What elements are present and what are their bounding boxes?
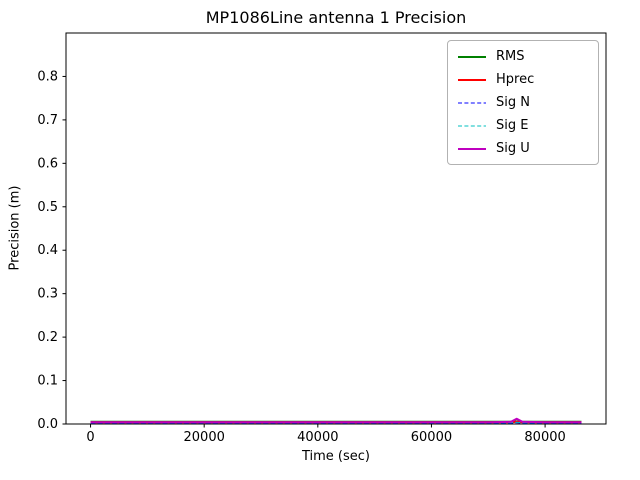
- legend-line-sample-sig-u: [458, 147, 486, 150]
- x-tick-label: 80000: [524, 430, 565, 445]
- legend-line-sample-hprec: [458, 78, 486, 81]
- y-axis-label: Precision (m): [7, 185, 23, 271]
- legend-entry-hprec: Hprec: [457, 72, 589, 87]
- x-tick-label: 60000: [411, 430, 452, 445]
- legend-label-sig-e: Sig E: [496, 118, 529, 133]
- x-axis-label: Time (sec): [301, 449, 370, 464]
- legend-entry-sig-e: Sig E: [457, 118, 589, 133]
- legend-line-sample-sig-n: [458, 102, 486, 103]
- y-tick-label: 0.5: [37, 200, 58, 215]
- y-tick-label: 0.6: [37, 156, 58, 171]
- y-tick-label: 0.0: [37, 417, 58, 432]
- y-tick-label: 0.1: [37, 374, 58, 389]
- x-tick-label: 40000: [297, 430, 338, 445]
- legend: RMS Hprec Sig N Sig E Sig U: [447, 40, 599, 165]
- legend-label-sig-u: Sig U: [496, 141, 530, 156]
- y-tick-label: 0.2: [37, 330, 58, 345]
- y-tick-label: 0.7: [37, 113, 58, 128]
- series-line-sig-u: [90, 417, 582, 424]
- x-tick-label: 0: [86, 430, 94, 445]
- y-tick-label: 0.3: [37, 287, 58, 302]
- legend-line-sample-rms: [458, 55, 486, 58]
- y-tick-label: 0.4: [37, 243, 58, 258]
- legend-line-sample-sig-e: [458, 125, 486, 126]
- legend-label-rms: RMS: [496, 49, 525, 64]
- chart-title: MP1086Line antenna 1 Precision: [205, 8, 467, 27]
- legend-entry-sig-n: Sig N: [457, 95, 589, 110]
- legend-entry-sig-u: Sig U: [457, 141, 589, 156]
- x-tick-label: 20000: [184, 430, 225, 445]
- legend-entry-rms: RMS: [457, 49, 589, 64]
- legend-label-sig-n: Sig N: [496, 95, 530, 110]
- legend-label-hprec: Hprec: [496, 72, 535, 87]
- y-tick-label: 0.8: [37, 69, 58, 84]
